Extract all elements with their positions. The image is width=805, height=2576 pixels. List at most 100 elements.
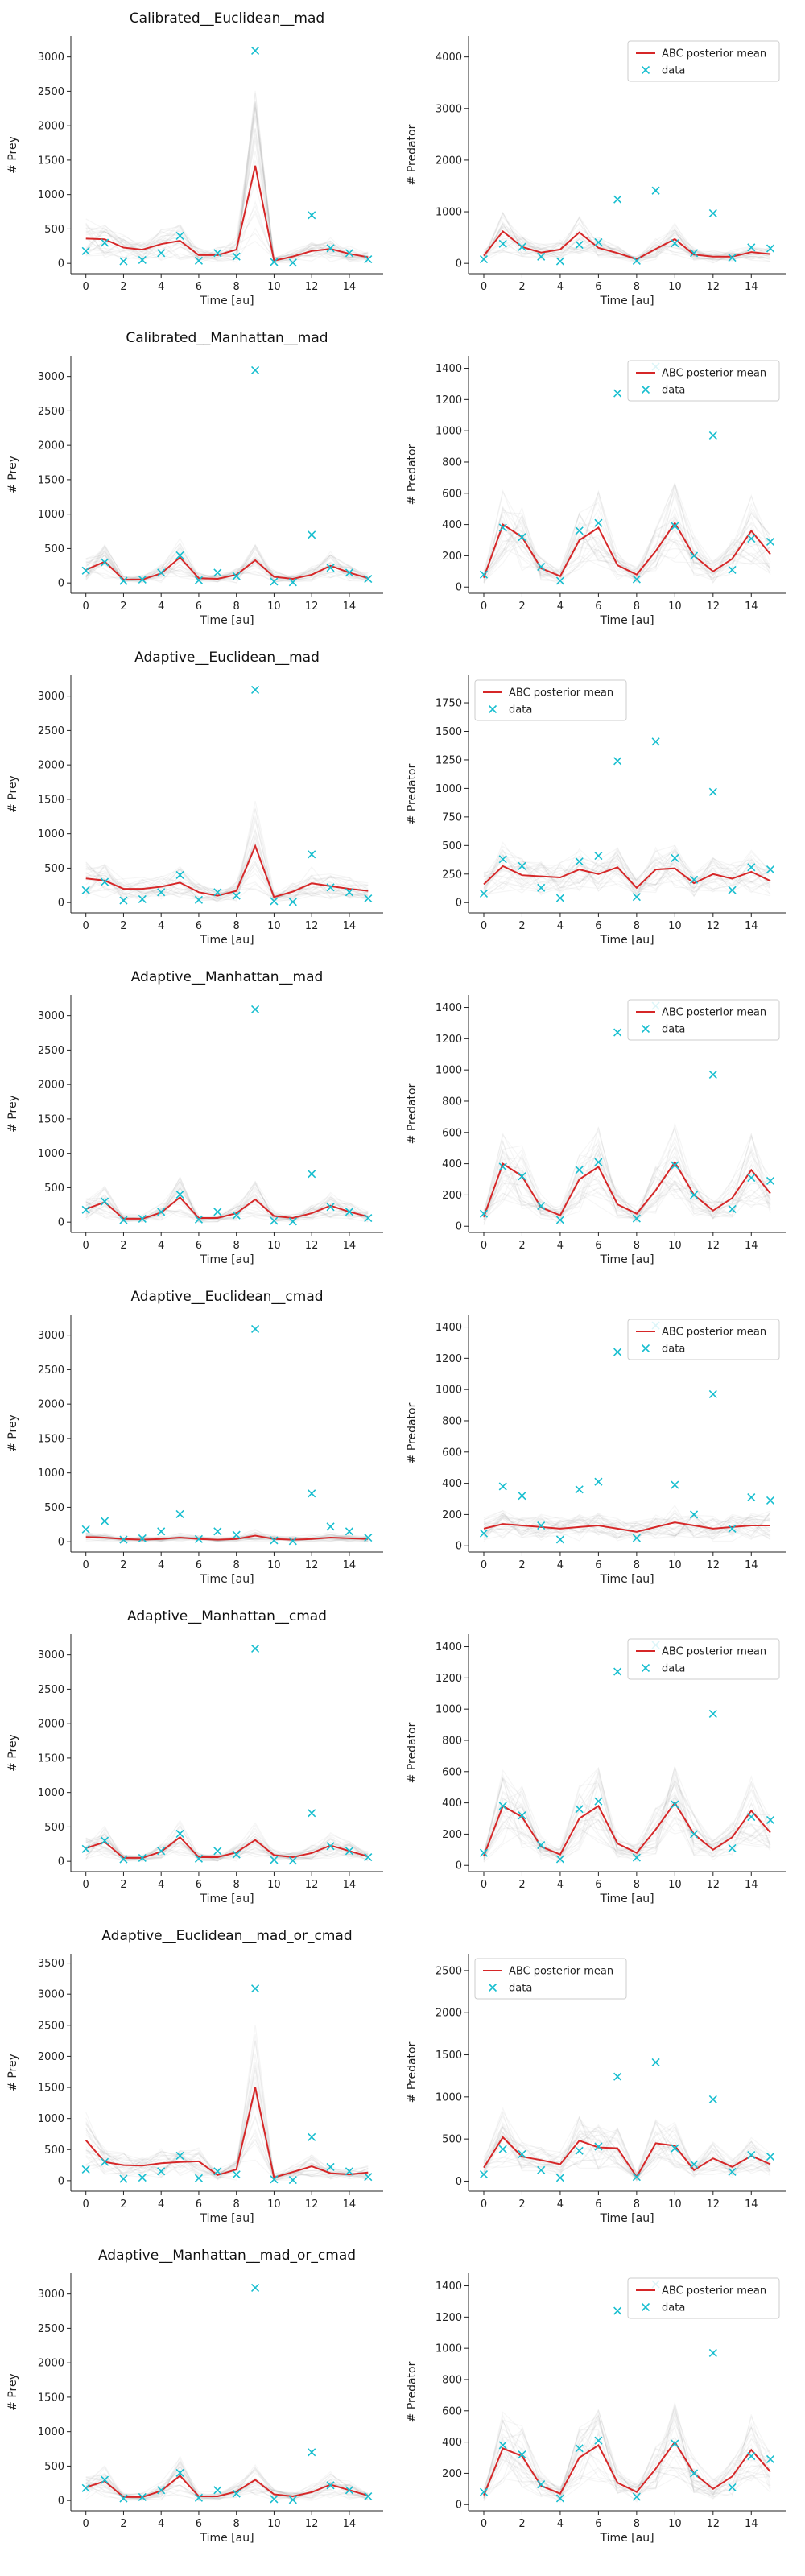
y-axis-label: # Prey xyxy=(6,1734,19,1772)
sample-line xyxy=(483,2122,771,2179)
x-tick-label: 0 xyxy=(83,920,89,932)
sample-line xyxy=(483,1513,771,1542)
posterior-mean-line xyxy=(85,1196,369,1220)
data-point xyxy=(518,242,526,251)
data-point xyxy=(138,1214,147,1223)
sample-line xyxy=(483,2117,771,2175)
data-markers xyxy=(81,1644,373,1865)
data-point xyxy=(690,1510,699,1519)
subplot-16: 0 200 400 600 800 1000 1200 1400 0 2 4 6 8 10 12 14 Time… xyxy=(406,2273,786,2545)
y-tick-label: 0 xyxy=(58,898,64,910)
data-point xyxy=(270,2175,279,2184)
sample-line xyxy=(483,1765,771,1858)
posterior-mean-line xyxy=(85,2087,369,2179)
y-tick-label: 1200 xyxy=(436,1673,462,1685)
x-tick-label: 10 xyxy=(668,281,682,293)
data-point xyxy=(671,853,679,862)
sample-line xyxy=(483,482,771,583)
data-point xyxy=(708,1070,717,1080)
y-tick-label: 1500 xyxy=(436,726,462,738)
sample-line xyxy=(85,2457,369,2501)
data-point xyxy=(101,1517,109,1525)
sample-line xyxy=(85,550,369,583)
data-point xyxy=(747,243,756,252)
x-tick-label: 2 xyxy=(120,1559,126,1571)
data-point xyxy=(119,896,128,905)
sample-line xyxy=(483,229,771,260)
sample-line xyxy=(483,1512,771,1540)
data-point xyxy=(766,1176,775,1186)
data-point xyxy=(101,558,109,567)
y-tick-label: 1000 xyxy=(38,189,64,201)
posterior-mean-line xyxy=(483,521,771,578)
legend: ABC posterior mean data xyxy=(474,1958,627,2000)
legend-data-swatch xyxy=(488,1983,497,1992)
sample-line xyxy=(483,846,771,895)
data-point xyxy=(498,1802,507,1810)
x-tick-label: 2 xyxy=(518,920,525,932)
data-point xyxy=(138,1534,147,1542)
x-tick-label: 8 xyxy=(233,920,240,932)
y-tick-label: 200 xyxy=(442,2468,462,2480)
x-tick-label: 2 xyxy=(120,1879,126,1891)
sample-line xyxy=(483,2134,771,2177)
x-tick-label: 2 xyxy=(518,1559,525,1571)
data-markers xyxy=(81,365,373,587)
sample-line xyxy=(483,1778,771,1862)
x-tick-label: 8 xyxy=(233,2518,240,2530)
sample-line xyxy=(85,2468,369,2500)
data-point xyxy=(728,2483,737,2491)
data-point xyxy=(479,570,489,579)
sample-line xyxy=(85,204,369,262)
sample-line xyxy=(483,2116,771,2175)
sample-line xyxy=(483,2417,771,2500)
data-point xyxy=(345,1527,353,1536)
data-point xyxy=(518,533,526,542)
posterior-mean-line xyxy=(85,165,369,262)
data-point xyxy=(175,2468,184,2478)
sample-line xyxy=(483,495,771,584)
x-axis-label: Time [au] xyxy=(199,295,254,308)
x-axis-label: Time [au] xyxy=(199,934,254,947)
sample-line xyxy=(483,1126,771,1223)
subplot-8: 0 200 400 600 800 1000 1200 1400 0 2 4 6 8 10 12 14 Time… xyxy=(406,995,786,1266)
sample-line xyxy=(85,2116,369,2181)
subplot-title: Adaptive__Euclidean__mad_or_cmad xyxy=(101,1928,352,1944)
data-point xyxy=(747,1493,756,1502)
legend-box xyxy=(474,1958,627,2000)
x-tick-label: 8 xyxy=(233,281,240,293)
data-point xyxy=(728,565,737,574)
data-point xyxy=(651,737,660,746)
x-tick-label: 14 xyxy=(745,920,758,932)
subplot-14: 0 500 1000 1500 2000 2500 0 2 4 6 8 10 12 14 Time [au]… xyxy=(406,1954,786,2225)
y-tick-label: 1000 xyxy=(436,207,462,219)
posterior-samples xyxy=(483,2107,771,2182)
sample-line xyxy=(483,2438,771,2497)
data-point xyxy=(119,1535,128,1544)
sample-line xyxy=(483,1164,771,1217)
sample-line xyxy=(85,172,369,260)
data-point xyxy=(81,886,90,894)
data-point xyxy=(555,1216,564,1224)
data-point xyxy=(157,568,166,577)
sample-line xyxy=(85,2468,369,2501)
y-tick-label: 4000 xyxy=(436,52,462,64)
sample-line xyxy=(483,2429,771,2500)
y-tick-label: 600 xyxy=(442,1447,462,1459)
data-point xyxy=(81,246,90,255)
data-point xyxy=(537,1840,546,1850)
data-point xyxy=(537,562,546,572)
sample-line xyxy=(85,545,369,584)
x-axis-label: Time [au] xyxy=(199,1573,254,1586)
sample-line xyxy=(483,1517,771,1539)
sample-line xyxy=(85,2474,369,2500)
data-point xyxy=(555,894,564,902)
sample-line xyxy=(483,1154,771,1220)
y-tick-label: 2000 xyxy=(38,121,64,133)
posterior-mean-line xyxy=(85,1534,369,1541)
data-point xyxy=(708,1389,717,1399)
sample-line xyxy=(85,2138,369,2181)
sample-line xyxy=(483,2402,771,2503)
data-point xyxy=(101,1197,109,1206)
sample-line xyxy=(85,841,369,901)
